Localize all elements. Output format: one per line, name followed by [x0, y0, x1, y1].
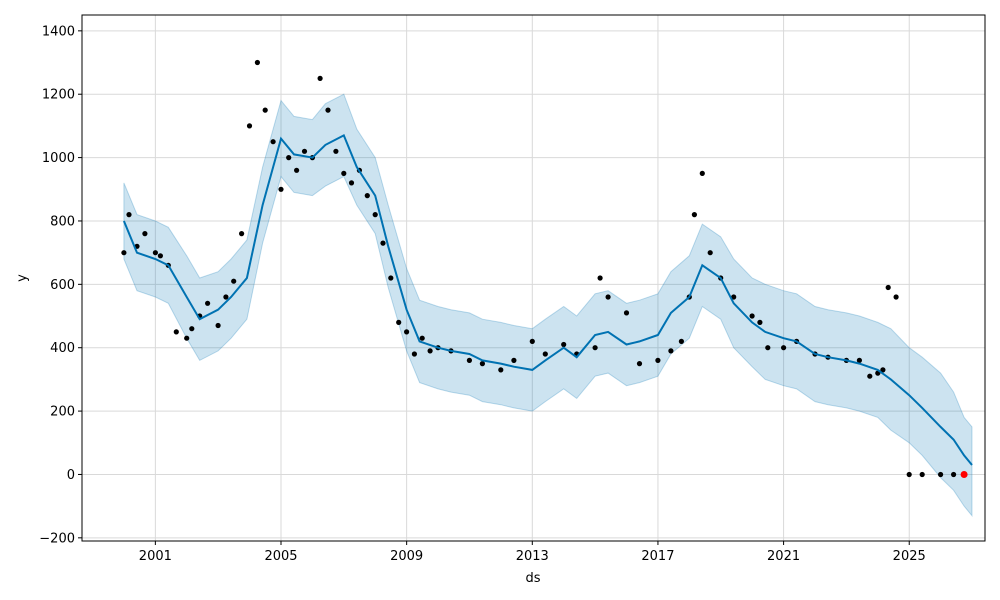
x-tick-label: 2021 — [767, 549, 800, 564]
observed-point — [184, 335, 190, 341]
observed-point — [396, 319, 402, 325]
plot-frame — [81, 14, 986, 542]
x-axis-ticks: 2001 2005 2009 2013 2017 2021 2025 — [139, 541, 926, 564]
observed-point — [893, 294, 899, 300]
observed-points — [121, 59, 957, 478]
forecast-line — [122, 134, 973, 466]
y-tick-label: 1000 — [42, 151, 75, 166]
uncertainty-band — [123, 93, 973, 518]
observed-point — [372, 212, 378, 218]
forecast-line-path — [122, 134, 973, 466]
observed-point — [411, 351, 417, 357]
observed-point — [498, 367, 504, 373]
observed-point — [699, 170, 705, 176]
observed-point — [189, 326, 195, 332]
observed-point — [348, 180, 355, 186]
observed-point — [479, 361, 485, 367]
observed-point — [419, 335, 425, 341]
observed-point — [655, 357, 661, 363]
observed-point — [301, 148, 308, 154]
y-tick-label: 400 — [50, 341, 75, 356]
observed-point — [325, 107, 331, 113]
observed-point — [404, 329, 410, 335]
observed-point — [691, 212, 698, 218]
observed-point — [880, 367, 886, 373]
observed-point — [239, 231, 245, 237]
observed-point — [427, 348, 433, 354]
observed-point — [749, 313, 755, 319]
uncertainty-band-area — [123, 93, 973, 518]
y-tick-label: 600 — [50, 278, 75, 293]
observed-point — [597, 275, 603, 281]
observed-point — [333, 148, 339, 154]
observed-point — [592, 345, 598, 351]
y-tick-label: 0 — [67, 468, 75, 483]
observed-point — [919, 471, 925, 478]
observed-point — [765, 345, 771, 351]
observed-point — [906, 471, 912, 478]
x-tick-label: 2017 — [641, 549, 674, 564]
observed-point — [380, 240, 386, 246]
observed-point — [707, 250, 713, 256]
observed-point — [294, 167, 300, 173]
grid-lines — [82, 15, 985, 541]
observed-point — [262, 107, 268, 113]
observed-point — [561, 341, 567, 348]
observed-point — [757, 319, 763, 325]
x-tick-label: 2001 — [139, 549, 172, 564]
observed-point — [205, 300, 211, 306]
y-tick-label: 1200 — [42, 88, 75, 103]
x-tick-label: 2025 — [893, 549, 926, 564]
observed-point — [173, 329, 179, 335]
observed-point — [157, 253, 163, 259]
y-axis-ticks: −200 0 200 400 600 800 1000 1200 1400 — [39, 24, 82, 546]
observed-point — [231, 278, 237, 284]
x-axis-label: ds — [525, 571, 540, 586]
observed-point — [270, 139, 276, 145]
observed-point — [152, 250, 158, 256]
observed-point — [466, 357, 472, 363]
x-tick-label: 2009 — [390, 549, 423, 564]
observed-point — [542, 351, 548, 357]
observed-point — [223, 294, 229, 300]
x-tick-label: 2013 — [516, 549, 549, 564]
y-tick-label: 1400 — [42, 24, 75, 39]
highlight-point-marker — [960, 471, 968, 478]
observed-point — [278, 186, 284, 192]
observed-point — [317, 75, 323, 81]
observed-point — [605, 294, 611, 300]
observed-point — [126, 212, 132, 218]
highlight-point — [960, 471, 968, 478]
observed-point — [856, 357, 863, 363]
observed-point — [781, 345, 787, 351]
observed-point — [636, 361, 643, 367]
observed-point — [938, 471, 944, 478]
observed-point — [121, 250, 127, 256]
observed-point — [215, 322, 221, 329]
observed-point — [142, 231, 148, 237]
x-tick-label: 2005 — [264, 549, 297, 564]
observed-point — [511, 357, 517, 363]
observed-point — [678, 338, 685, 344]
y-tick-label: 200 — [50, 405, 75, 420]
observed-point — [668, 348, 674, 354]
observed-point — [388, 275, 394, 281]
observed-point — [731, 294, 737, 300]
observed-point — [364, 193, 370, 199]
observed-point — [529, 338, 535, 344]
y-tick-label: 800 — [50, 214, 75, 229]
observed-point — [341, 170, 347, 176]
y-axis-label: y — [15, 274, 30, 282]
observed-point — [254, 59, 260, 66]
observed-point — [867, 373, 873, 379]
observed-point — [246, 123, 253, 129]
observed-point — [885, 284, 891, 291]
observed-point — [623, 310, 630, 316]
y-tick-label: −200 — [39, 531, 75, 546]
observed-point — [951, 471, 957, 478]
observed-point — [286, 155, 292, 161]
